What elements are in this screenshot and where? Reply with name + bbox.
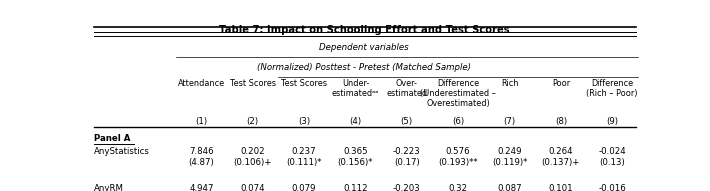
Text: Test Scores: Test Scores — [230, 79, 275, 88]
Text: 0.202: 0.202 — [241, 147, 265, 156]
Text: Rich: Rich — [501, 79, 518, 88]
Text: 0.074: 0.074 — [241, 184, 265, 191]
Text: 0.101: 0.101 — [549, 184, 573, 191]
Text: (7): (7) — [503, 117, 515, 126]
Text: (0.13): (0.13) — [599, 158, 625, 167]
Text: 0.112: 0.112 — [343, 184, 368, 191]
Text: 0.237: 0.237 — [292, 147, 317, 156]
Text: (Normalized) Posttest - Pretest (Matched Sample): (Normalized) Posttest - Pretest (Matched… — [257, 63, 471, 72]
Text: Panel A: Panel A — [94, 134, 131, 143]
Text: Difference
(Underestimated –
Overestimated): Difference (Underestimated – Overestimat… — [420, 79, 496, 108]
Text: Attendance: Attendance — [178, 79, 225, 88]
Text: (6): (6) — [452, 117, 464, 126]
Text: 0.264: 0.264 — [549, 147, 573, 156]
Text: 0.079: 0.079 — [292, 184, 317, 191]
Text: 0.365: 0.365 — [343, 147, 368, 156]
Text: (0.137)+: (0.137)+ — [542, 158, 580, 167]
Text: (9): (9) — [606, 117, 618, 126]
Text: AnyRM: AnyRM — [94, 184, 124, 191]
Text: (4): (4) — [349, 117, 361, 126]
Text: (0.17): (0.17) — [394, 158, 420, 167]
Text: 7.846: 7.846 — [189, 147, 214, 156]
Text: Under-
estimatedᵃᵃ: Under- estimatedᵃᵃ — [332, 79, 379, 98]
Text: -0.223: -0.223 — [393, 147, 420, 156]
Text: 0.32: 0.32 — [449, 184, 468, 191]
Text: 0.576: 0.576 — [446, 147, 471, 156]
Text: 4.947: 4.947 — [189, 184, 214, 191]
Text: (8): (8) — [555, 117, 567, 126]
Text: Poor: Poor — [552, 79, 570, 88]
Text: (0.156)*: (0.156)* — [338, 158, 373, 167]
Text: (0.119)*: (0.119)* — [492, 158, 528, 167]
Text: 0.087: 0.087 — [497, 184, 522, 191]
Text: (0.111)*: (0.111)* — [286, 158, 322, 167]
Text: Table 7: Impact on Schooling Effort and Test Scores: Table 7: Impact on Schooling Effort and … — [219, 24, 509, 35]
Text: 0.249: 0.249 — [497, 147, 522, 156]
Text: Dependent variables: Dependent variables — [319, 43, 409, 52]
Text: Over-
estimated: Over- estimated — [386, 79, 427, 98]
Text: (1): (1) — [195, 117, 207, 126]
Text: (3): (3) — [298, 117, 310, 126]
Text: -0.016: -0.016 — [599, 184, 626, 191]
Text: -0.203: -0.203 — [393, 184, 420, 191]
Text: (5): (5) — [400, 117, 413, 126]
Text: (2): (2) — [246, 117, 258, 126]
Text: -0.024: -0.024 — [599, 147, 626, 156]
Text: Test Scores: Test Scores — [281, 79, 327, 88]
Text: AnyStatistics: AnyStatistics — [94, 147, 150, 156]
Text: (4.87): (4.87) — [188, 158, 214, 167]
Text: (0.106)+: (0.106)+ — [234, 158, 272, 167]
Text: (0.193)**: (0.193)** — [438, 158, 478, 167]
Text: Difference
(Rich – Poor): Difference (Rich – Poor) — [586, 79, 638, 98]
